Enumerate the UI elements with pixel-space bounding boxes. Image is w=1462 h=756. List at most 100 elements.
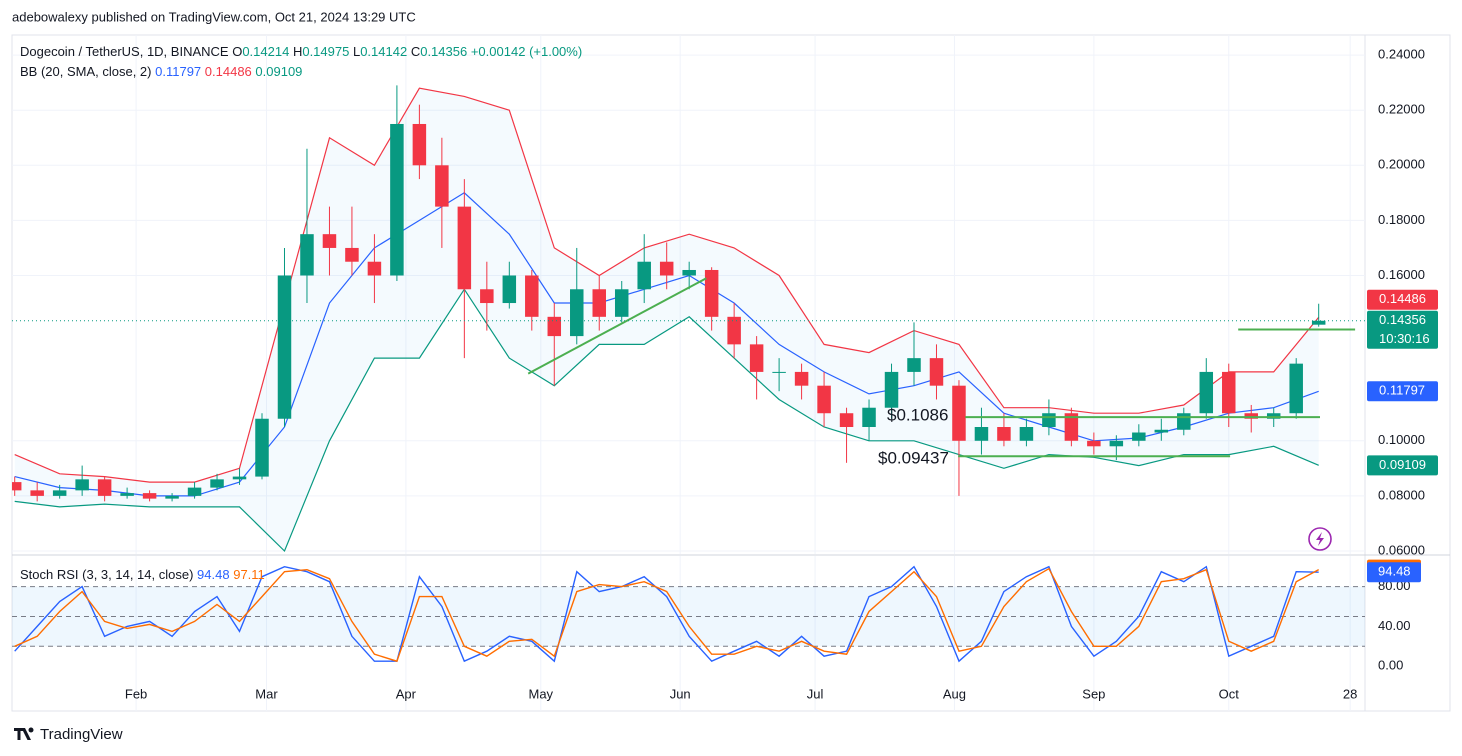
y-tick-label: 40.00 — [1378, 618, 1411, 633]
stoch-line — [14, 565, 1319, 663]
candle-body — [12, 482, 22, 491]
candle-body — [839, 413, 854, 428]
stoch-badge — [1367, 562, 1421, 583]
candle-body — [1132, 432, 1146, 441]
legend-part: BB (20, SMA, close, 2) — [20, 64, 152, 79]
legend-value: 97.11 — [233, 567, 265, 582]
x-tick-label: Mar — [255, 686, 278, 701]
ohlc-letter: C — [411, 44, 420, 59]
brand: TradingView — [40, 726, 123, 743]
candle-body — [817, 385, 831, 414]
candle-body — [1019, 427, 1034, 441]
candle-body — [772, 371, 786, 373]
ohlc-value: 0.14214 — [242, 44, 289, 59]
x-tick-label: Jul — [807, 686, 824, 701]
candle-body — [1266, 413, 1281, 419]
x-tick-label: Oct — [1219, 686, 1240, 701]
price-badge — [1367, 289, 1438, 310]
candle-body — [974, 427, 989, 441]
annotation: $0.1086 — [887, 405, 948, 424]
candle-body — [929, 358, 944, 386]
candle-body — [457, 206, 472, 290]
candle-body — [794, 371, 809, 386]
ohlc-value: 0.14142 — [360, 44, 407, 59]
alert-bolt — [1316, 532, 1324, 546]
x-tick-label: Apr — [396, 686, 417, 701]
candle-body — [907, 358, 921, 372]
ohlc-value: 0.14356 — [420, 44, 467, 59]
stoch-line — [14, 567, 1320, 663]
candle-body — [412, 123, 427, 166]
y-tick-label: 0.06000 — [1378, 542, 1425, 557]
frame — [11, 34, 1451, 712]
alert-icon[interactable] — [1308, 527, 1332, 551]
candle-body — [1042, 413, 1056, 428]
price-badge-label: 0.14486 — [1379, 291, 1426, 306]
candle-body — [614, 289, 629, 317]
legend-part: Dogecoin / TetherUS, 1D, BINANCE — [20, 44, 229, 59]
candle-body — [704, 269, 719, 317]
y-tick-label: 0.16000 — [1378, 267, 1425, 282]
ohlc-letter: O — [232, 44, 242, 59]
ohlc-letter: H — [293, 44, 302, 59]
candle-body — [367, 261, 382, 276]
price-pane: $0.1086 $0.09437 — [12, 35, 1365, 554]
candle-body — [1289, 363, 1303, 414]
candle-body — [547, 316, 562, 337]
y-tick-label: 0.00 — [1378, 658, 1403, 673]
candle-body — [1244, 413, 1258, 419]
candle-body — [637, 261, 651, 290]
overlay: Feb Mar Apr May Jun Jul Aug Sep Oct 28 0.24000 0.22… — [20, 44, 1438, 701]
legend-part: 0.14486 — [205, 64, 252, 79]
candle-body — [120, 493, 134, 496]
candle-body — [1154, 429, 1169, 433]
bb-lower — [14, 288, 1319, 553]
candle-body — [1109, 440, 1124, 447]
legend-part: (+1.00%) — [529, 44, 582, 59]
candle-body — [749, 344, 764, 372]
candle-body — [1222, 371, 1236, 414]
y-tick-label: 0.20000 — [1378, 157, 1425, 172]
candle-body — [300, 234, 314, 276]
candle-body — [997, 427, 1011, 441]
trend-line — [527, 277, 707, 375]
price-badge-label: 0.11797 — [1379, 383, 1425, 398]
candle-body — [435, 165, 449, 207]
x-tick-label: Sep — [1082, 686, 1105, 701]
candle-body — [232, 476, 247, 480]
candle-body — [592, 289, 606, 317]
candle-body — [1064, 413, 1079, 441]
candle-body — [884, 371, 899, 408]
x-tick-label: Feb — [125, 686, 147, 701]
price-badge — [1367, 381, 1438, 402]
band-fill — [14, 88, 1319, 551]
candle-body — [862, 407, 876, 428]
candle-body — [30, 490, 44, 496]
price-badge — [1367, 310, 1438, 349]
y-tick-label: 0.18000 — [1378, 212, 1425, 227]
x-tick-label: 28 — [1343, 686, 1357, 701]
brand-logo — [14, 728, 31, 740]
ohlc-value: 0.14975 — [302, 44, 349, 59]
candle-body — [210, 479, 224, 488]
candle-body — [1177, 413, 1191, 430]
stoch-badge-label: 94.48 — [1378, 564, 1411, 579]
candle-body — [570, 289, 584, 337]
legend-title: Stoch RSI (3, 3, 14, 14, close) — [20, 567, 193, 582]
candle-body — [659, 261, 674, 276]
countdown: 10:30:16 — [1379, 331, 1430, 346]
x-tick-label: Jun — [670, 686, 691, 701]
candle-body — [682, 269, 696, 276]
legend-part: +0.00142 — [471, 44, 526, 59]
candle-body — [525, 275, 539, 317]
bb-upper — [14, 87, 1320, 483]
price-badge-label: 0.09109 — [1379, 457, 1426, 472]
price-badge-label: 0.14356 — [1379, 312, 1426, 327]
x-tick-label: May — [529, 686, 554, 701]
candle-body — [255, 418, 269, 477]
candle-body — [187, 487, 202, 496]
candle-body — [97, 479, 112, 496]
candle-body — [727, 316, 741, 345]
legend-part: 0.09109 — [255, 64, 302, 79]
